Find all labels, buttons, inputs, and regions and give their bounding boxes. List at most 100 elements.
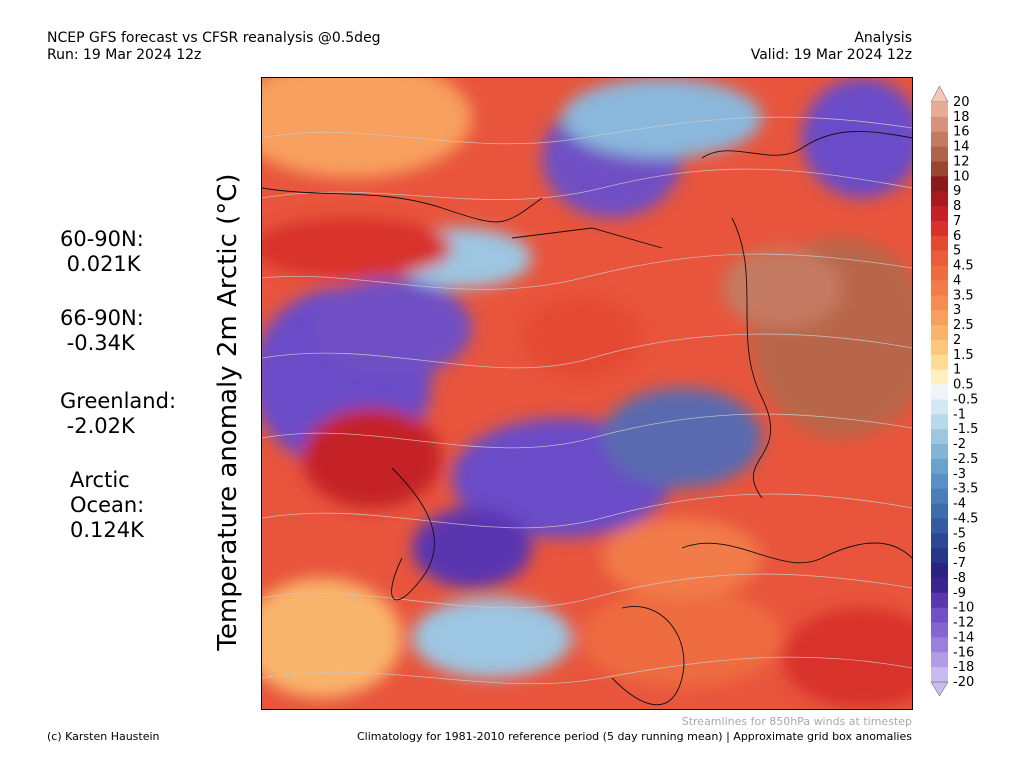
anomaly-map <box>261 77 913 710</box>
colorbar-labels: 201816141210987654.543.532.521.510.5-0.5… <box>953 95 978 690</box>
colorbar-tick-label: 10 <box>953 169 970 184</box>
colorbar-swatch <box>931 429 948 445</box>
stat-value: -0.34K <box>60 331 135 355</box>
colorbar-swatch <box>931 577 948 594</box>
colorbar-swatches <box>931 86 949 696</box>
colorbar-swatch <box>931 131 948 148</box>
colorbar-swatch <box>931 518 948 534</box>
colorbar-tick-label: -3 <box>953 467 966 482</box>
stat-greenland: Greenland: -2.02K <box>60 389 176 439</box>
colorbar-tick-label: -20 <box>953 675 974 690</box>
colorbar-swatch <box>931 280 948 296</box>
colorbar-swatch <box>931 206 948 222</box>
colorbar-swatch <box>931 637 948 653</box>
valid-label: Valid: 19 Mar 2024 12z <box>750 47 912 63</box>
wind-streamlines <box>262 116 912 685</box>
colorbar-swatch <box>931 325 948 341</box>
colorbar-tick-label: -10 <box>953 601 974 616</box>
colorbar-tick-label: 20 <box>953 95 970 110</box>
colorbar-tick-label: -2 <box>953 437 966 452</box>
map-title: NCEP GFS forecast vs CFSR reanalysis @0.… <box>47 30 381 46</box>
colorbar-tick-label: 18 <box>953 110 970 125</box>
colorbar: 201816141210987654.543.532.521.510.5-0.5… <box>931 86 978 696</box>
colorbar-tick-label: -0.5 <box>953 392 978 407</box>
colorbar-tick-label: 2 <box>953 333 961 348</box>
colorbar-swatch <box>931 503 948 519</box>
colorbar-swatch <box>931 622 948 638</box>
colorbar-tick-label: 4.5 <box>953 259 974 274</box>
colorbar-swatch <box>931 191 948 207</box>
colorbar-tick-label: -2.5 <box>953 452 978 467</box>
colorbar-swatch <box>931 369 948 386</box>
colorbar-tick-label: -3.5 <box>953 482 978 497</box>
map-canvas <box>262 78 912 709</box>
colorbar-tick-label: 5 <box>953 244 961 259</box>
colorbar-tick-label: -12 <box>953 616 974 631</box>
axis-label: Temperature anomaly 2m Arctic (°C) <box>213 173 243 651</box>
stat-label: 60-90N: <box>60 227 144 251</box>
colorbar-tick-label: 1.5 <box>953 348 974 363</box>
colorbar-swatch <box>931 102 948 118</box>
colorbar-tick-label: -18 <box>953 660 974 675</box>
colorbar-tick-label: -16 <box>953 645 974 660</box>
colorbar-swatch <box>931 592 948 609</box>
colorbar-swatch <box>931 310 948 326</box>
colorbar-swatch <box>931 295 948 311</box>
colorbar-swatch <box>931 533 948 549</box>
climatology-note: Climatology for 1981-2010 reference peri… <box>356 730 912 743</box>
stat-value: 0.124K <box>70 518 144 542</box>
colorbar-swatch <box>931 444 948 460</box>
colorbar-swatch <box>931 563 948 579</box>
colorbar-swatch <box>931 161 948 177</box>
header-left: NCEP GFS forecast vs CFSR reanalysis @0.… <box>47 30 381 64</box>
colorbar-tick-label: -4.5 <box>953 511 978 526</box>
anomaly-field <box>262 78 912 708</box>
colorbar-tick-label: -7 <box>953 556 966 571</box>
colorbar-swatch <box>931 354 948 371</box>
colorbar-swatch <box>931 235 948 252</box>
colorbar-tick-label: -6 <box>953 541 966 556</box>
colorbar-tick-label: 9 <box>953 184 961 199</box>
colorbar-tick-label: 4 <box>953 273 961 288</box>
colorbar-tick-label: -8 <box>953 571 966 586</box>
colorbar-tick-label: 6 <box>953 229 961 244</box>
colorbar-swatch <box>931 146 948 162</box>
colorbar-tick-label: 3 <box>953 303 961 318</box>
colorbar-bottom-arrow <box>931 681 949 696</box>
colorbar-tick-label: 2.5 <box>953 318 974 333</box>
colorbar-swatch <box>931 384 948 400</box>
colorbar-tick-label: -14 <box>953 630 974 645</box>
analysis-label: Analysis <box>854 30 912 46</box>
colorbar-swatch <box>931 339 948 356</box>
colorbar-tick-label: 12 <box>953 154 970 169</box>
colorbar-tick-label: 14 <box>953 140 970 155</box>
colorbar-swatch <box>931 488 948 505</box>
colorbar-swatch <box>931 473 948 490</box>
streamline-note: Streamlines for 850hPa winds at timestep <box>681 715 912 728</box>
header-right: Analysis Valid: 19 Mar 2024 12z <box>751 30 912 64</box>
colorbar-top-arrow <box>931 86 949 103</box>
colorbar-swatch <box>931 116 948 133</box>
colorbar-swatch <box>931 250 948 267</box>
colorbar-tick-label: -9 <box>953 586 966 601</box>
colorbar-tick-label: 3.5 <box>953 288 974 303</box>
colorbar-tick-label: 7 <box>953 214 961 229</box>
colorbar-tick-label: -1.5 <box>953 422 978 437</box>
credit: (c) Karsten Haustein <box>47 730 160 743</box>
coastlines <box>262 131 912 706</box>
colorbar-swatch <box>931 652 948 668</box>
colorbar-swatch <box>931 548 948 564</box>
colorbar-tick-label: 8 <box>953 199 961 214</box>
stat-label: Arctic Ocean: <box>70 468 145 517</box>
colorbar-swatch <box>931 399 948 415</box>
stat-arctic-ocean: Arctic Ocean: 0.124K <box>70 468 144 543</box>
colorbar-tick-label: 0.5 <box>953 378 974 393</box>
stat-60-90n: 60-90N: 0.021K <box>60 227 144 277</box>
colorbar-swatch <box>931 414 948 430</box>
colorbar-tick-label: -5 <box>953 526 966 541</box>
colorbar-swatch <box>931 220 948 237</box>
colorbar-tick-label: -4 <box>953 497 966 512</box>
stat-66-90n: 66-90N: -0.34K <box>60 306 144 356</box>
colorbar-swatch <box>931 607 948 624</box>
colorbar-swatch <box>931 265 948 281</box>
